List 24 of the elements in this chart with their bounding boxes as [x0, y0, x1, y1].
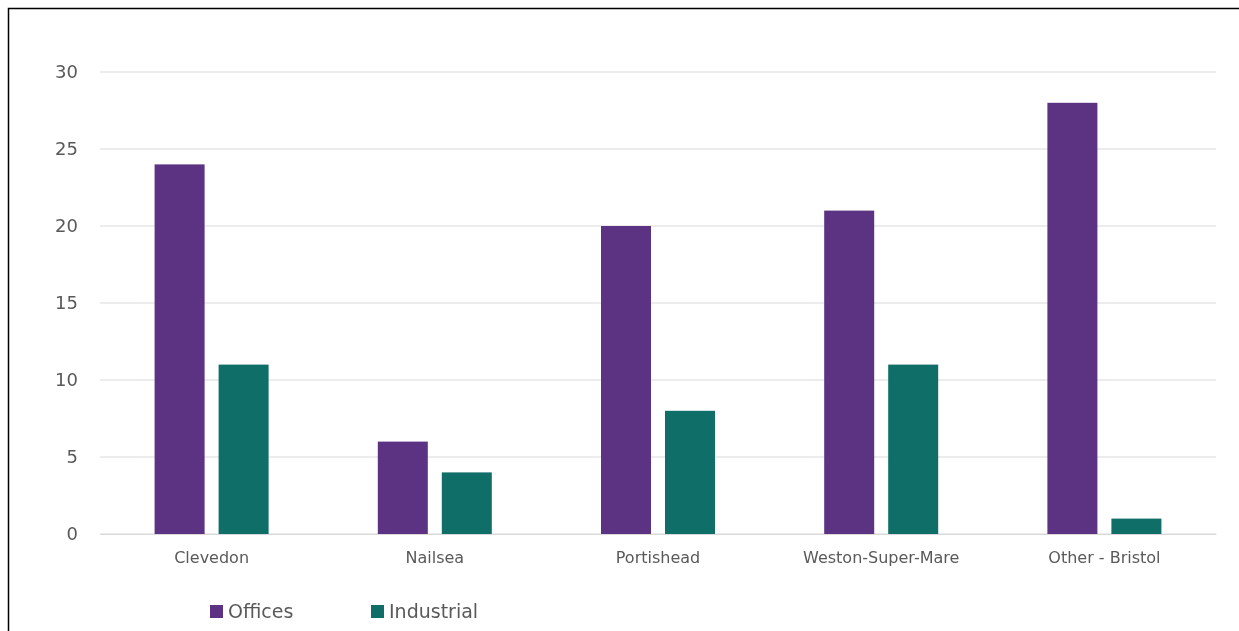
bar: [441, 472, 492, 534]
y-tick-label: 30: [55, 61, 78, 83]
bar: [154, 164, 205, 534]
bar: [1047, 102, 1098, 534]
x-tick-label: Weston-Super-Mare: [803, 548, 960, 568]
legend-label: Industrial: [389, 600, 479, 622]
legend-label: Offices: [228, 600, 294, 622]
y-tick-label: 20: [55, 215, 78, 237]
bar: [377, 441, 428, 534]
x-tick-label: Other - Bristol: [1048, 548, 1161, 568]
bar: [824, 210, 875, 534]
bar: [601, 226, 651, 534]
y-tick-label: 5: [66, 446, 78, 468]
bar: [888, 364, 939, 534]
y-tick-label: 15: [55, 292, 78, 314]
bar: [218, 364, 269, 534]
x-tick-label: Clevedon: [174, 548, 250, 568]
x-tick-label: Portishead: [615, 548, 701, 568]
x-tick-label: Nailsea: [405, 548, 465, 568]
y-tick-label: 25: [55, 138, 78, 160]
y-tick-label: 10: [55, 369, 78, 391]
y-tick-label: 0: [66, 523, 78, 545]
bar: [1111, 518, 1162, 534]
bar: [665, 410, 715, 534]
